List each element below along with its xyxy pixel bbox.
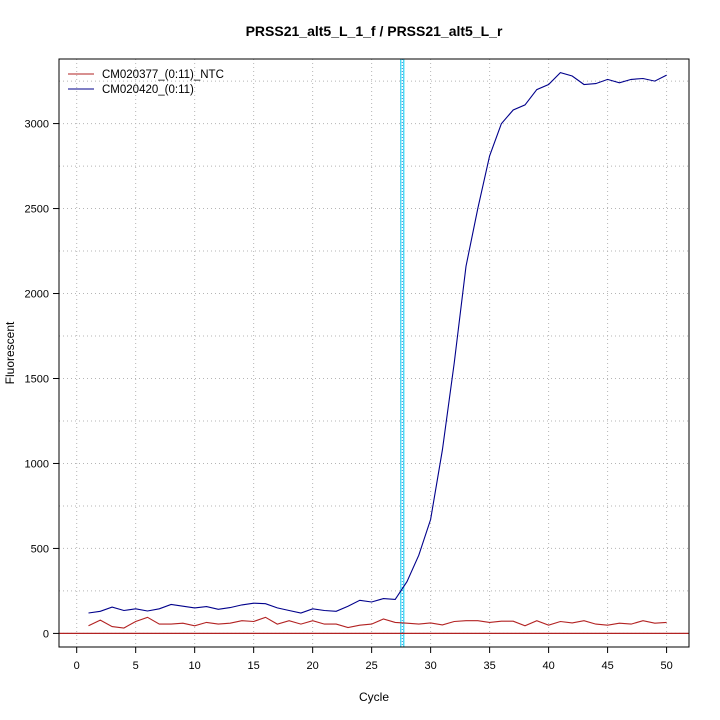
legend: CM020377_(0:11)_NTC CM020420_(0:11)	[68, 69, 224, 96]
x-tick-label: 35	[483, 660, 495, 672]
x-tick-label: 30	[425, 660, 437, 672]
x-axis: 0 5 10 15 20 25 30 35 40 45 50	[74, 647, 673, 672]
y-axis: 0 500 1000 1500 2000 2500 3000	[25, 119, 59, 640]
series-group	[88, 71, 667, 629]
x-tick-label: 15	[248, 660, 260, 672]
grid	[59, 59, 689, 647]
chart-title: PRSS21_alt5_L_1_f / PRSS21_alt5_L_r	[246, 23, 503, 39]
x-tick-label: 20	[307, 660, 319, 672]
threshold-lines	[400, 59, 405, 647]
y-axis-label: Fluorescent	[3, 321, 17, 384]
x-tick-label: 25	[366, 660, 378, 672]
x-tick-label: 5	[133, 660, 139, 672]
y-tick-label: 3000	[25, 119, 49, 131]
plot-frame	[58, 58, 690, 648]
legend-label: CM020420_(0:11)	[102, 84, 194, 96]
series-line-1	[88, 616, 667, 629]
y-tick-label: 2000	[25, 289, 49, 301]
legend-label: CM020377_(0:11)_NTC	[102, 69, 224, 81]
y-tick-label: 1000	[25, 458, 49, 470]
x-tick-label: 50	[660, 660, 672, 672]
y-tick-label: 500	[31, 543, 49, 555]
series-line-2	[88, 71, 667, 614]
y-tick-label: 1500	[25, 373, 49, 385]
x-tick-label: 0	[74, 660, 80, 672]
x-tick-label: 10	[189, 660, 201, 672]
y-tick-label: 0	[43, 628, 49, 640]
x-tick-label: 45	[601, 660, 613, 672]
y-tick-label: 2500	[25, 204, 49, 216]
x-tick-label: 40	[542, 660, 554, 672]
x-axis-label: Cycle	[359, 690, 389, 704]
